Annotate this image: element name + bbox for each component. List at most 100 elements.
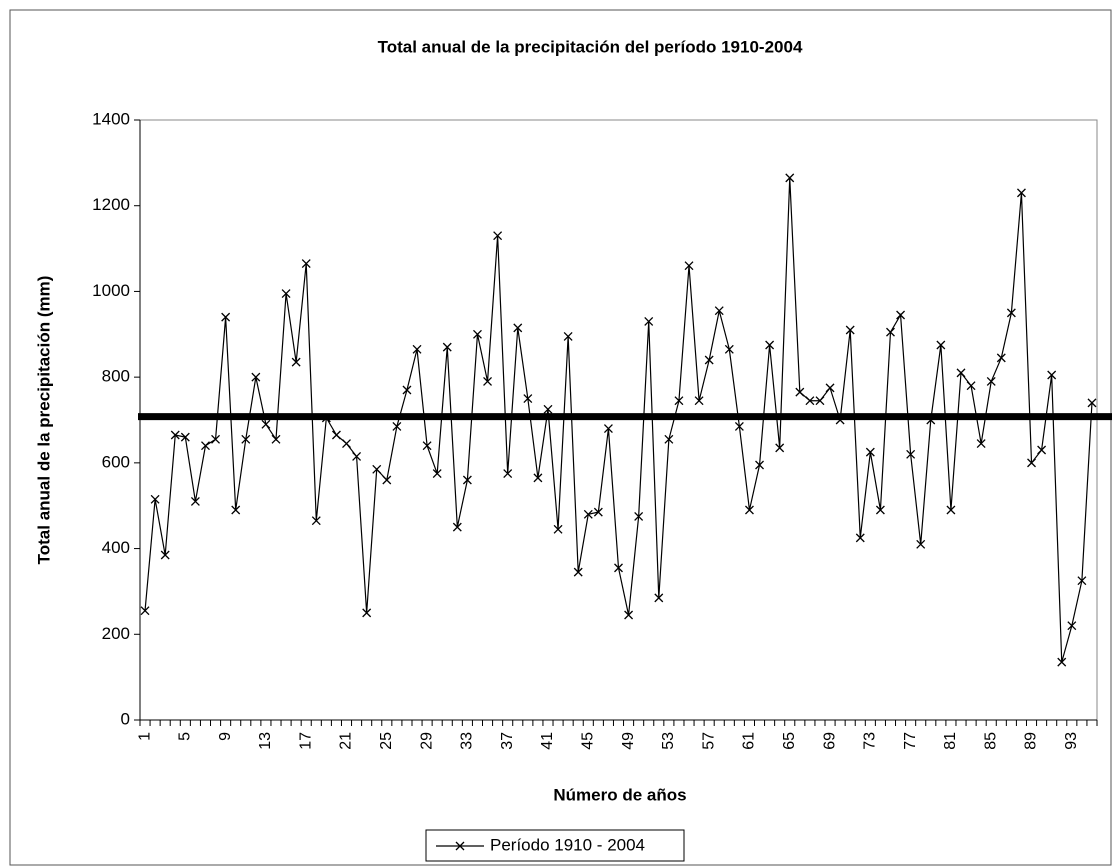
x-axis-title: Número de años	[553, 785, 686, 804]
x-tick-label: 41	[539, 732, 556, 750]
x-tick-label: 65	[781, 732, 798, 750]
point-marker	[603, 424, 613, 434]
x-tick-label: 17	[297, 732, 314, 750]
point-marker	[462, 475, 472, 485]
x-tick-label: 45	[579, 732, 596, 750]
x-tick-label: 13	[257, 732, 274, 750]
point-marker	[644, 316, 654, 326]
point-marker	[765, 340, 775, 350]
point-marker	[553, 524, 563, 534]
point-marker	[563, 331, 573, 341]
point-marker	[352, 451, 362, 461]
point-marker	[886, 327, 895, 337]
point-marker	[221, 312, 231, 322]
point-marker	[1057, 657, 1067, 667]
point-marker	[795, 387, 805, 397]
point-marker	[342, 439, 351, 449]
point-marker	[140, 606, 150, 616]
x-tick-label: 89	[1023, 732, 1040, 750]
y-tick-label: 1400	[92, 109, 130, 128]
point-marker	[946, 505, 956, 515]
point-marker	[704, 355, 714, 365]
point-marker	[583, 509, 593, 519]
y-tick-label: 1000	[92, 281, 130, 300]
point-marker	[1067, 621, 1077, 631]
x-tick-label: 93	[1063, 732, 1080, 750]
x-tick-label: 73	[862, 732, 879, 750]
point-marker	[301, 259, 311, 269]
point-marker	[331, 430, 341, 440]
point-marker	[744, 505, 754, 515]
point-marker	[211, 434, 221, 444]
y-tick-label: 400	[102, 538, 130, 557]
point-marker	[362, 608, 372, 618]
point-marker	[845, 325, 855, 335]
y-tick-label: 1200	[92, 195, 130, 214]
point-marker	[543, 404, 553, 414]
point-marker	[714, 306, 724, 316]
point-marker	[1087, 398, 1097, 408]
point-marker	[422, 441, 432, 451]
point-marker	[190, 496, 200, 506]
point-marker	[201, 441, 210, 451]
point-marker	[241, 434, 251, 444]
point-marker	[755, 460, 764, 470]
point-marker	[825, 383, 835, 393]
point-marker	[896, 310, 906, 320]
point-marker	[614, 563, 623, 573]
point-marker	[513, 323, 523, 333]
point-marker	[956, 368, 966, 378]
point-marker	[674, 396, 684, 406]
x-tick-label: 9	[217, 732, 234, 741]
point-marker	[734, 421, 744, 431]
x-tick-label: 29	[418, 732, 435, 750]
point-marker	[493, 231, 503, 241]
point-marker	[1027, 458, 1036, 468]
point-marker	[1006, 308, 1016, 318]
point-marker	[1077, 576, 1087, 586]
point-marker	[855, 533, 865, 543]
point-marker	[976, 439, 986, 449]
point-marker	[593, 507, 603, 517]
point-marker	[392, 421, 402, 431]
chart-title: Total anual de la precipitación del perí…	[378, 37, 803, 56]
point-marker	[1037, 445, 1047, 455]
y-tick-label: 800	[102, 367, 130, 386]
point-marker	[483, 376, 493, 386]
point-marker	[281, 289, 291, 299]
y-tick-label: 0	[121, 709, 130, 728]
point-marker	[382, 475, 392, 485]
point-marker	[906, 449, 916, 459]
point-marker	[452, 522, 462, 532]
y-tick-label: 200	[102, 624, 130, 643]
point-marker	[785, 173, 795, 183]
point-marker	[523, 394, 533, 404]
point-marker	[432, 469, 442, 479]
point-marker	[684, 261, 694, 271]
point-marker	[180, 432, 190, 442]
legend-marker	[455, 841, 465, 851]
point-marker	[412, 344, 422, 354]
x-tick-label: 49	[620, 732, 637, 750]
point-marker	[996, 353, 1006, 363]
point-marker	[875, 505, 885, 515]
point-marker	[966, 381, 976, 391]
point-marker	[694, 396, 704, 406]
point-marker	[372, 464, 382, 474]
point-marker	[150, 494, 160, 504]
point-marker	[503, 469, 513, 479]
point-marker	[865, 447, 875, 457]
point-marker	[170, 430, 180, 440]
point-marker	[1016, 188, 1026, 198]
point-marker	[473, 329, 482, 339]
x-tick-label: 81	[942, 732, 959, 750]
point-marker	[815, 396, 825, 406]
point-marker	[291, 357, 301, 367]
point-marker	[775, 443, 785, 453]
point-marker	[1047, 370, 1057, 380]
x-tick-label: 33	[459, 732, 476, 750]
point-marker	[533, 473, 543, 483]
legend-label: Período 1910 - 2004	[490, 835, 645, 854]
x-tick-label: 37	[499, 732, 516, 750]
